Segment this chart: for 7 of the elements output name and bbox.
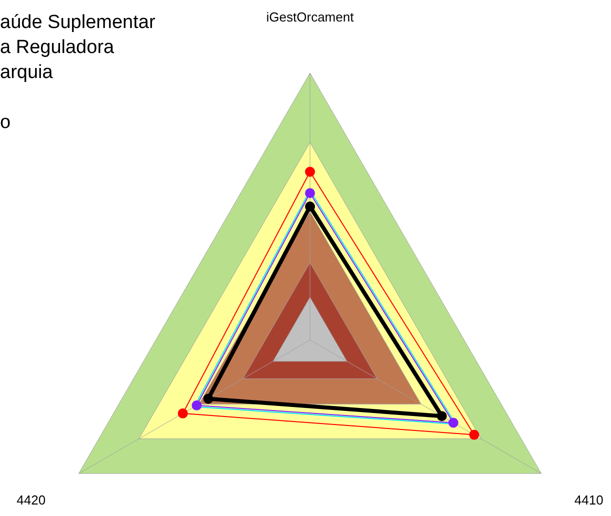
spoke-label: 4410 — [574, 492, 604, 508]
text: aúde Suplementar — [0, 11, 156, 35]
spoke-label: iGestOrcament — [266, 9, 354, 24]
text: a Reguladora — [0, 36, 116, 60]
text: o — [0, 111, 12, 135]
spoke-label: 4420 — [16, 492, 46, 508]
text: arquia — [0, 61, 54, 85]
